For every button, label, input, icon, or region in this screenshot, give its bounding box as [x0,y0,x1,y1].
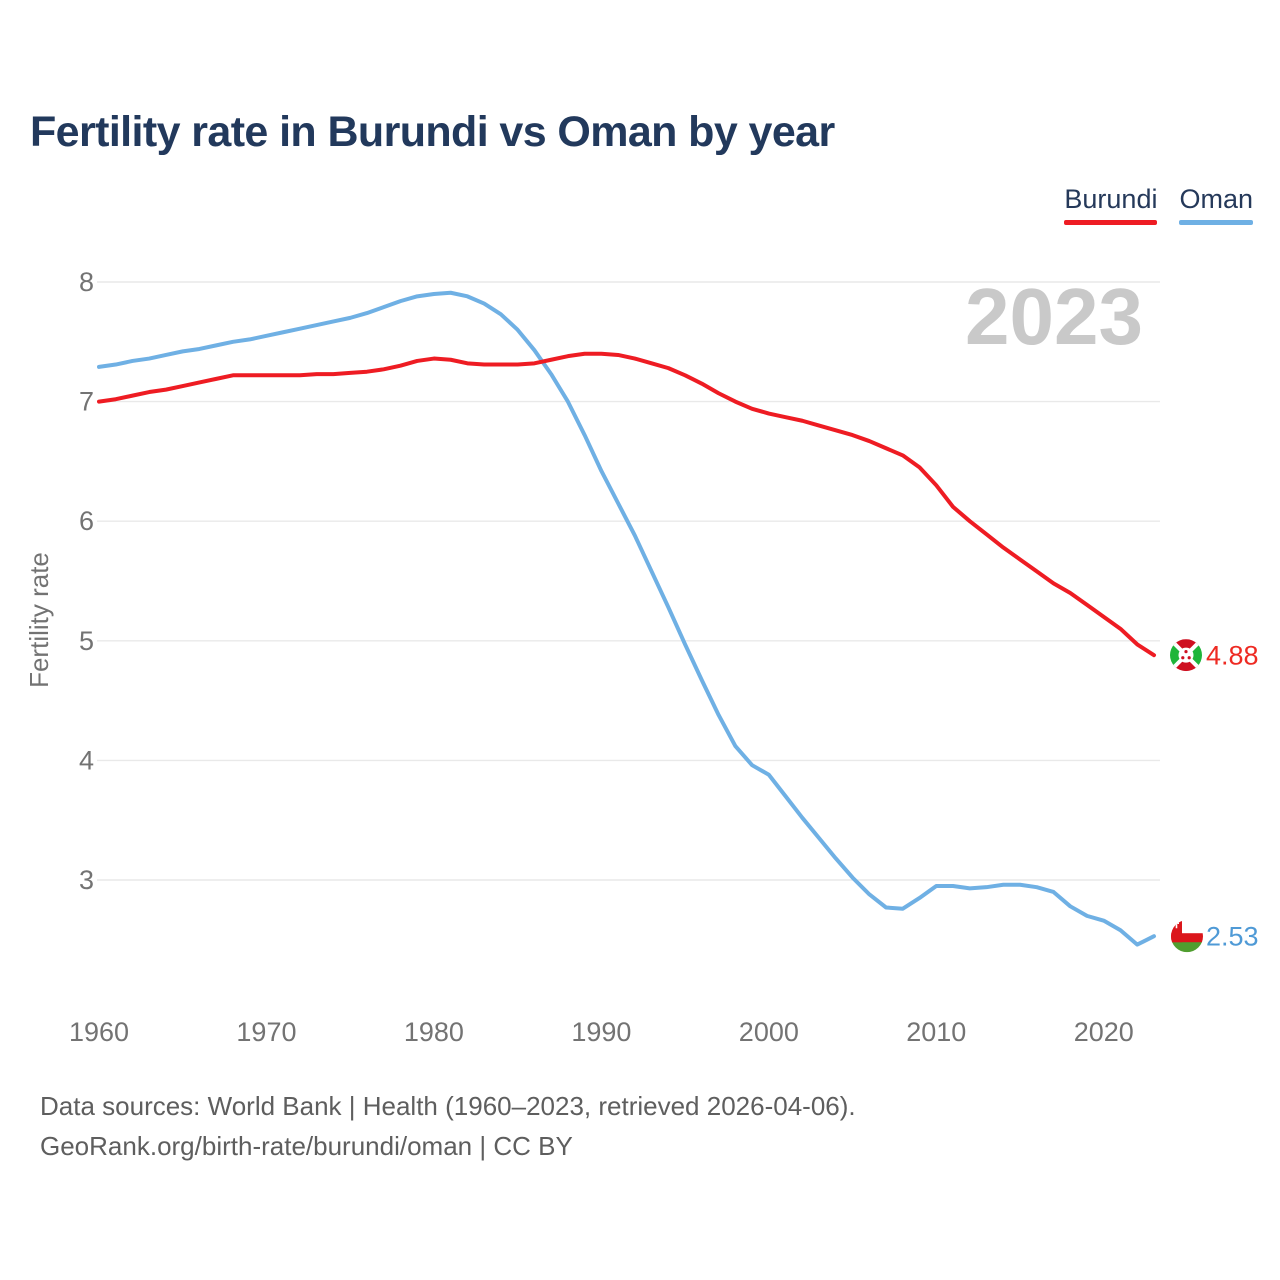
x-tick-1990: 1990 [571,1017,631,1047]
watermark-year: 2023 [965,272,1143,361]
y-tick-3: 3 [79,865,94,895]
legend-item-burundi[interactable]: Burundi [1064,184,1158,225]
oman-line[interactable] [97,290,1156,947]
oman-end-value: 2.53 [1206,922,1259,952]
footer-attribution-line: GeoRank.org/birth-rate/burundi/oman | CC… [40,1131,573,1161]
gridlines [97,281,1160,881]
legend-swatch-oman [1179,220,1253,225]
legend-swatch-burundi [1064,220,1158,225]
y-axis-tick-labels: 8 7 6 5 4 3 [79,267,94,895]
oman-flag-icon [1171,920,1203,953]
legend: Burundi Oman [1064,184,1253,225]
y-tick-5: 5 [79,626,94,656]
burundi-line[interactable] [97,351,1156,658]
legend-label-oman: Oman [1179,184,1253,214]
x-tick-1970: 1970 [236,1017,296,1047]
y-axis-title: Fertility rate [24,552,54,688]
burundi-end-value: 4.88 [1206,641,1259,671]
x-axis-tick-labels: 1960 1970 1980 1990 2000 2010 2020 [69,1017,1134,1047]
footer-sources-line: Data sources: World Bank | Health (1960–… [40,1091,856,1121]
x-tick-2010: 2010 [906,1017,966,1047]
y-tick-6: 6 [79,506,94,536]
legend-label-burundi: Burundi [1064,184,1158,214]
burundi-flag-icon [1170,639,1202,672]
x-tick-1980: 1980 [404,1017,464,1047]
x-tick-2020: 2020 [1074,1017,1134,1047]
legend-item-oman[interactable]: Oman [1179,184,1253,225]
x-tick-1960: 1960 [69,1017,129,1047]
y-tick-8: 8 [79,267,94,297]
footer: Data sources: World Bank | Health (1960–… [40,1086,856,1166]
page-title: Fertility rate in Burundi vs Oman by yea… [30,108,835,156]
y-tick-4: 4 [79,745,94,775]
x-tick-2000: 2000 [739,1017,799,1047]
y-tick-7: 7 [79,387,94,417]
